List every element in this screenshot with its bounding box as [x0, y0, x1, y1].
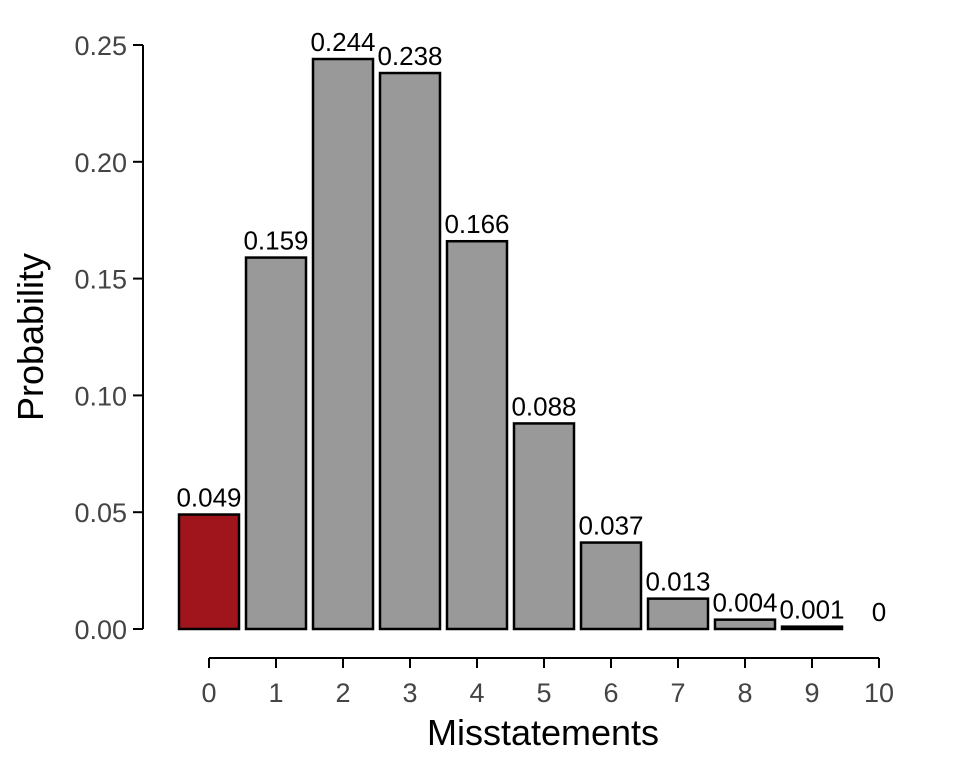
bar: [177, 513, 241, 631]
bar: [713, 618, 777, 631]
bar-value-label: 0.004: [712, 588, 777, 618]
bar-value-label: 0.001: [779, 595, 844, 625]
y-axis-title: Probability: [10, 253, 51, 421]
bar: [244, 256, 308, 631]
x-tick-label: 1: [268, 678, 283, 708]
bar: [378, 71, 442, 631]
data-labels-group: 0.049 0.159 0.244 0.238 0.166 0.088 0.0370.013…: [176, 27, 886, 627]
bar: [311, 57, 375, 631]
y-tick-label: 0.15: [74, 265, 127, 295]
x-tick-label: 0: [201, 678, 216, 708]
y-tick-label: 0.00: [74, 615, 127, 645]
bar-value-label: 0.049: [176, 483, 241, 513]
bar-value-label: 0.037: [578, 511, 643, 541]
bar: [780, 625, 844, 631]
x-tick-label: 5: [536, 678, 551, 708]
y-tick-label: 0.20: [74, 148, 127, 178]
bar-value-label: 0.166: [444, 209, 509, 239]
bar-value-label: 0.244: [310, 27, 375, 57]
bar-value-label: 0.159: [243, 226, 308, 256]
x-tick-label: 9: [804, 678, 819, 708]
bar-value-label: 0: [872, 597, 886, 627]
bar: [579, 541, 643, 631]
x-tick-label: 6: [603, 678, 618, 708]
bar-value-label: 0.088: [511, 391, 576, 421]
y-tick-label: 0.10: [74, 381, 127, 411]
y-tick-label: 0.25: [74, 31, 127, 61]
y-tick-label: 0.05: [74, 498, 127, 528]
bars-group: [177, 57, 844, 631]
bar-value-label: 0.013: [645, 567, 710, 597]
x-axis: 0 1 2 3 4 5 6 7 8 9 10: [201, 657, 894, 708]
bar: [445, 239, 509, 631]
x-tick-label: 10: [864, 678, 894, 708]
y-axis: 0.00 0.05 0.10 0.15 0.20 0.25: [74, 31, 144, 645]
bar: [646, 597, 710, 631]
x-axis-title: Misstatements: [427, 712, 659, 753]
x-tick-label: 7: [670, 678, 685, 708]
x-tick-label: 4: [469, 678, 484, 708]
x-tick-label: 2: [335, 678, 350, 708]
x-tick-label: 3: [402, 678, 417, 708]
bar: [512, 422, 576, 631]
x-tick-label: 8: [737, 678, 752, 708]
bar-value-label: 0.238: [377, 41, 442, 71]
